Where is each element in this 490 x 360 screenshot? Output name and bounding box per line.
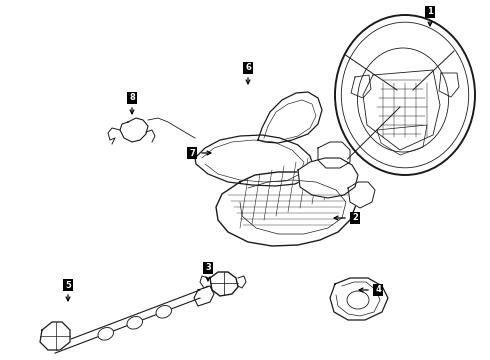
Polygon shape — [40, 322, 70, 350]
Polygon shape — [318, 142, 350, 168]
Text: 5: 5 — [65, 280, 71, 289]
Ellipse shape — [98, 328, 114, 340]
Text: 2: 2 — [352, 213, 358, 222]
Polygon shape — [439, 73, 459, 97]
Polygon shape — [120, 118, 148, 142]
Text: 1: 1 — [427, 8, 433, 17]
Polygon shape — [377, 125, 427, 155]
Ellipse shape — [347, 291, 369, 309]
Polygon shape — [348, 182, 375, 208]
Polygon shape — [363, 70, 440, 150]
Text: 7: 7 — [189, 148, 195, 158]
Polygon shape — [298, 158, 358, 198]
Polygon shape — [216, 172, 356, 246]
Polygon shape — [330, 278, 388, 320]
Ellipse shape — [156, 306, 171, 318]
Text: 6: 6 — [245, 63, 251, 72]
Ellipse shape — [127, 316, 143, 329]
Polygon shape — [210, 272, 238, 296]
Polygon shape — [195, 135, 314, 186]
Text: 3: 3 — [205, 264, 211, 273]
Polygon shape — [351, 75, 371, 98]
Text: 4: 4 — [375, 285, 381, 294]
Text: 8: 8 — [129, 94, 135, 103]
Polygon shape — [258, 92, 322, 143]
